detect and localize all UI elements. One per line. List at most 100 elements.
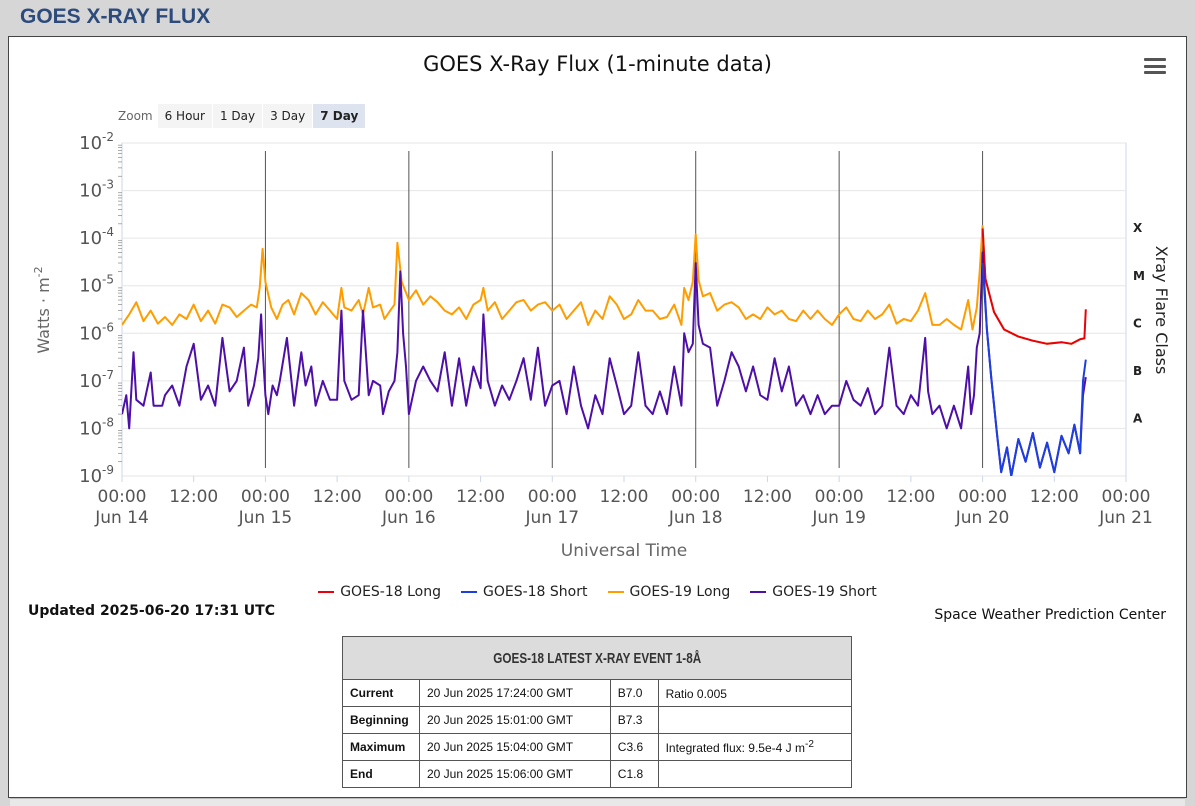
row-label: Current xyxy=(342,679,420,707)
x-tick-label: 00:00 xyxy=(241,487,290,507)
x-axis-title: Universal Time xyxy=(561,541,687,561)
chart-title: GOES X-Ray Flux (1-minute data) xyxy=(423,52,772,76)
table-row: Beginning 20 Jun 2025 15:01:00 GMT B7.3 xyxy=(342,706,853,734)
zoom-bar: Zoom 6 Hour 1 Day 3 Day 7 Day xyxy=(118,104,366,128)
swpc-credit: Space Weather Prediction Center xyxy=(934,607,1166,623)
footer-strip xyxy=(10,798,1185,806)
x-tick-label: 00:00 xyxy=(384,487,433,507)
x-tick-date-label: Jun 20 xyxy=(955,508,1010,528)
x-tick-label: 12:00 xyxy=(1030,487,1079,507)
flare-class-label: B xyxy=(1133,364,1142,378)
series-goes19-long xyxy=(122,225,1085,345)
x-tick-label: 12:00 xyxy=(169,487,218,507)
row-extra: Integrated flux: 9.5e-4 J m-2 xyxy=(657,733,853,761)
row-extra-text: Integrated flux: 9.5e-4 J m xyxy=(665,741,805,755)
zoom-1-day-button[interactable]: 1 Day xyxy=(212,104,263,128)
x-tick-date-label: Jun 14 xyxy=(94,508,149,528)
x-tick-label: 00:00 xyxy=(671,487,720,507)
x-tick-date-label: Jun 16 xyxy=(381,508,436,528)
y-tick-label: 10-7 xyxy=(79,368,114,392)
x-tick-label: 00:00 xyxy=(815,487,864,507)
x-tick-label: 12:00 xyxy=(313,487,362,507)
x-tick-label: 12:00 xyxy=(600,487,649,507)
row-label: End xyxy=(342,760,420,788)
zoom-7-day-button[interactable]: 7 Day xyxy=(313,104,366,128)
y2-axis-title: Xray Flare Class xyxy=(1152,246,1171,375)
x-tick-label: 12:00 xyxy=(456,487,505,507)
legend-item-goes18-long[interactable]: GOES-18 Long xyxy=(318,584,441,600)
row-time: 20 Jun 2025 15:04:00 GMT xyxy=(419,733,611,761)
y-tick-label: 10-8 xyxy=(79,415,114,439)
row-extra: Ratio 0.005 xyxy=(657,679,853,707)
y-tick-label: 10-4 xyxy=(79,225,114,249)
table-row: Current 20 Jun 2025 17:24:00 GMT B7.0 Ra… xyxy=(342,679,853,707)
table-title: GOES-18 LATEST X-RAY EVENT 1-8Å xyxy=(342,636,852,680)
page-header: GOES X-RAY FLUX xyxy=(0,0,1195,36)
row-time: 20 Jun 2025 15:01:00 GMT xyxy=(419,706,611,734)
y-axis-title: Watts · m-2 xyxy=(32,266,53,353)
flare-class-label: M xyxy=(1133,269,1145,283)
flare-class-label: A xyxy=(1133,411,1143,425)
y-tick-label: 10-9 xyxy=(79,463,114,487)
y-tick-label: 10-6 xyxy=(79,320,114,344)
x-tick-date-label: Jun 19 xyxy=(811,508,866,528)
x-tick-label: 12:00 xyxy=(743,487,792,507)
zoom-6-hour-button[interactable]: 6 Hour xyxy=(157,104,212,128)
legend-label: GOES-19 Short xyxy=(772,584,877,600)
legend-label: GOES-19 Long xyxy=(629,584,731,600)
legend-swatch xyxy=(318,591,335,593)
y-tick-label: 10-2 xyxy=(79,130,114,154)
legend-item-goes18-short[interactable]: GOES-18 Short xyxy=(461,584,588,600)
row-extra xyxy=(657,760,853,788)
legend-swatch xyxy=(607,591,624,593)
x-tick-label: 00:00 xyxy=(1102,487,1151,507)
flare-class-label: C xyxy=(1133,316,1142,330)
zoom-3-day-button[interactable]: 3 Day xyxy=(263,104,313,128)
chart-menu-button[interactable] xyxy=(1144,58,1166,78)
row-extra-sup: -2 xyxy=(804,739,814,750)
chart-legend: GOES-18 Long GOES-18 Short GOES-19 Long … xyxy=(0,584,1195,600)
row-label: Beginning xyxy=(342,706,420,734)
hamburger-icon-bar xyxy=(1144,64,1166,68)
y-tick-label: 10-5 xyxy=(79,273,114,297)
legend-item-goes19-long[interactable]: GOES-19 Long xyxy=(607,584,731,600)
y-tick-label: 10-3 xyxy=(79,178,114,202)
hamburger-icon-bar xyxy=(1144,71,1166,74)
legend-item-goes19-short[interactable]: GOES-19 Short xyxy=(750,584,877,600)
legend-label: GOES-18 Long xyxy=(340,584,441,600)
hamburger-icon-bar xyxy=(1144,58,1166,61)
x-tick-date-label: Jun 21 xyxy=(1098,508,1153,528)
row-class: B7.3 xyxy=(609,706,659,734)
x-tick-date-label: Jun 17 xyxy=(524,508,579,528)
x-tick-label: 12:00 xyxy=(886,487,935,507)
row-extra xyxy=(657,706,853,734)
series-goes18-short xyxy=(981,262,1087,476)
page-title: GOES X-RAY FLUX xyxy=(20,5,211,28)
legend-label: GOES-18 Short xyxy=(483,584,588,600)
table-title-text: GOES-18 LATEST X-RAY EVENT 1-8Å xyxy=(493,649,701,667)
legend-swatch xyxy=(461,591,477,593)
table-row: End 20 Jun 2025 15:06:00 GMT C1.8 xyxy=(342,760,853,788)
row-time: 20 Jun 2025 17:24:00 GMT xyxy=(419,679,611,707)
row-label: Maximum xyxy=(342,733,420,761)
x-tick-label: 00:00 xyxy=(98,487,147,507)
row-class: C1.8 xyxy=(609,760,659,788)
legend-swatch xyxy=(750,591,767,593)
x-tick-date-label: Jun 15 xyxy=(238,508,293,528)
latest-xray-event-table: GOES-18 LATEST X-RAY EVENT 1-8Å Current … xyxy=(342,636,853,788)
x-tick-date-label: Jun 18 xyxy=(668,508,723,528)
flare-class-label: X xyxy=(1133,221,1143,235)
updated-timestamp: Updated 2025-06-20 17:31 UTC xyxy=(28,603,275,619)
zoom-label: Zoom xyxy=(118,109,153,123)
series-goes18-long xyxy=(981,228,1087,345)
table-row: Maximum 20 Jun 2025 15:04:00 GMT C3.6 In… xyxy=(342,733,853,761)
row-extra-text: Ratio 0.005 xyxy=(665,687,727,701)
table-header-row: GOES-18 LATEST X-RAY EVENT 1-8Å xyxy=(342,636,852,680)
x-tick-label: 00:00 xyxy=(958,487,1007,507)
x-tick-label: 00:00 xyxy=(528,487,577,507)
row-class: B7.0 xyxy=(609,679,659,707)
row-class: C3.6 xyxy=(609,733,659,761)
series-goes19-short xyxy=(122,251,1087,476)
row-time: 20 Jun 2025 15:06:00 GMT xyxy=(419,760,611,788)
